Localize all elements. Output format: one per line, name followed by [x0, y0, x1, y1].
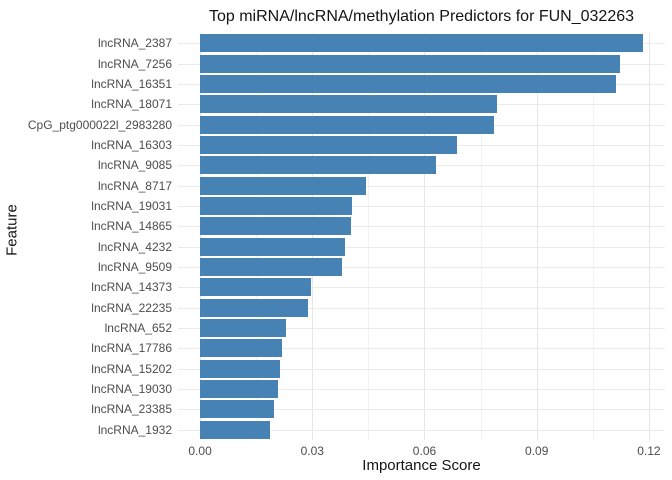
bar-lncRNA_652: [200, 318, 286, 337]
bar-row: [178, 33, 665, 53]
x-tick-label: 0.06: [412, 444, 437, 458]
y-tick-label: lncRNA_1932: [97, 422, 172, 437]
bar-rows: [178, 33, 665, 440]
bar-lncRNA_8717: [200, 176, 366, 195]
bar-row: [178, 114, 665, 134]
y-tick-label: lncRNA_22235: [91, 300, 172, 315]
y-tick-label: lncRNA_9085: [97, 158, 172, 173]
y-gridline: [178, 185, 665, 187]
bar-row: [178, 155, 665, 175]
y-tick-label: lncRNA_9509: [97, 259, 172, 274]
bar-lncRNA_19031: [200, 196, 352, 215]
x-minor-gridline: [592, 33, 594, 440]
y-tick-label: lncRNA_652: [104, 320, 172, 335]
y-tick-label: lncRNA_2387: [97, 36, 172, 51]
bar-row: [178, 399, 665, 419]
bar-lncRNA_9085: [200, 156, 437, 175]
bar-row: [178, 175, 665, 195]
y-tick-label: lncRNA_17786: [91, 341, 172, 356]
y-gridline: [178, 389, 665, 391]
y-tick-label: lncRNA_15202: [91, 361, 172, 376]
y-tick-label: lncRNA_16351: [91, 76, 172, 91]
y-tick-label: lncRNA_7256: [97, 56, 172, 71]
y-gridline: [178, 307, 665, 309]
x-major-gridline: [536, 33, 538, 440]
bar-row: [178, 420, 665, 440]
bar-lncRNA_15202: [200, 359, 280, 378]
x-major-gridline: [648, 33, 650, 440]
y-gridline: [178, 266, 665, 268]
x-minor-gridline: [256, 33, 258, 440]
bar-lncRNA_23385: [200, 400, 274, 419]
y-gridline: [178, 409, 665, 411]
y-gridline: [178, 287, 665, 289]
y-gridline: [178, 205, 665, 207]
bar-row: [178, 318, 665, 338]
bar-row: [178, 257, 665, 277]
bar-lncRNA_9509: [200, 257, 343, 276]
x-major-gridline: [312, 33, 314, 440]
bar-row: [178, 297, 665, 317]
bar-row: [178, 338, 665, 358]
bar-row: [178, 277, 665, 297]
y-tick-label: CpG_ptg000022l_2983280: [27, 117, 172, 132]
y-tick-label: lncRNA_19030: [91, 382, 172, 397]
y-gridline: [178, 348, 665, 350]
bar-row: [178, 379, 665, 399]
bar-lncRNA_2387: [200, 34, 643, 53]
x-minor-gridline: [368, 33, 370, 440]
x-major-gridline: [200, 33, 202, 440]
y-tick-label: lncRNA_19031: [91, 198, 172, 213]
bar-lncRNA_14373: [200, 278, 311, 297]
x-tick-label: 0.09: [525, 444, 549, 458]
bar-lncRNA_17786: [200, 339, 282, 358]
y-tick-label: lncRNA_14865: [91, 219, 172, 234]
y-tick-label: lncRNA_14373: [91, 280, 172, 295]
bar-lncRNA_1932: [200, 420, 270, 439]
y-gridline: [178, 368, 665, 370]
x-axis-title: Importance Score: [362, 457, 481, 474]
bar-lncRNA_19030: [200, 380, 278, 399]
x-minor-gridline: [480, 33, 482, 440]
y-tick-label: lncRNA_18071: [91, 97, 172, 112]
x-axis-tick-labels: 0.00 0.03 0.06 0.09 0.12: [178, 444, 665, 458]
bar-lncRNA_18071: [200, 95, 498, 114]
bar-lncRNA_16303: [200, 135, 458, 154]
y-tick-label: lncRNA_16303: [91, 137, 172, 152]
chart-title: Top miRNA/lncRNA/methylation Predictors …: [208, 8, 635, 25]
bar-lncRNA_7256: [200, 54, 621, 73]
x-tick-label: 0.03: [300, 444, 324, 458]
x-tick-label: 0.12: [637, 444, 661, 458]
y-axis-tick-labels: lncRNA_2387 lncRNA_7256 lncRNA_16351 lncRNA…: [0, 33, 172, 440]
bar-row: [178, 196, 665, 216]
x-major-gridline: [424, 33, 426, 440]
bar-row: [178, 216, 665, 236]
bar-lncRNA_16351: [200, 74, 616, 93]
y-gridline: [178, 327, 665, 329]
y-gridline: [178, 429, 665, 431]
plot-panel: [178, 33, 665, 440]
y-gridline: [178, 246, 665, 248]
y-tick-label: lncRNA_8717: [97, 178, 172, 193]
y-tick-label: lncRNA_4232: [97, 239, 172, 254]
y-gridline: [178, 226, 665, 228]
bar-row: [178, 74, 665, 94]
y-tick-label: lncRNA_23385: [91, 402, 172, 417]
bar-row: [178, 359, 665, 379]
bar-row: [178, 53, 665, 73]
bar-lncRNA_4232: [200, 237, 345, 256]
bar-lncRNA_14865: [200, 217, 352, 236]
bar-row: [178, 236, 665, 256]
bar-CpG_ptg000022l_2983280: [200, 115, 495, 134]
bar-row: [178, 135, 665, 155]
bar-row: [178, 94, 665, 114]
x-tick-label: 0.00: [188, 444, 212, 458]
bar-lncRNA_22235: [200, 298, 308, 317]
